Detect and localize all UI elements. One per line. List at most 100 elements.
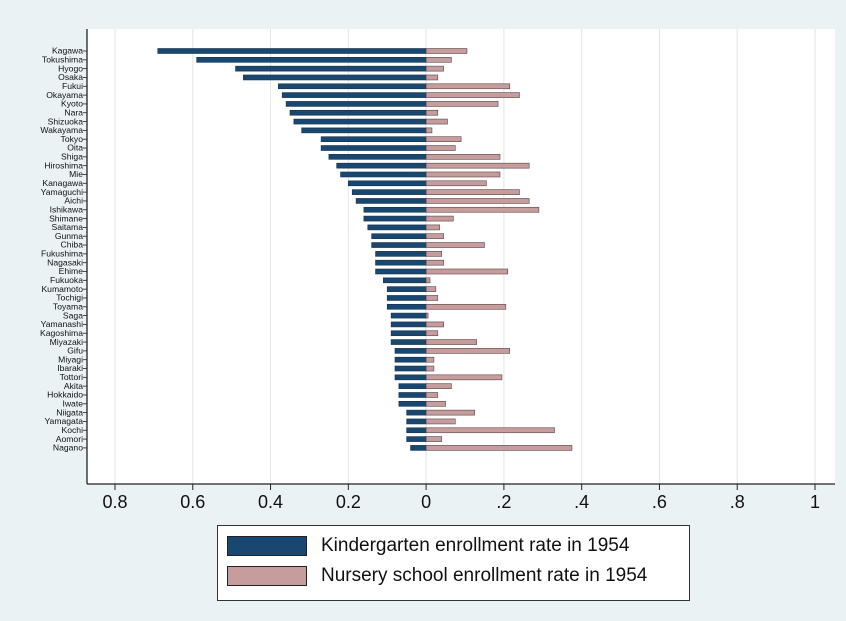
legend-label-nursery: Nursery school enrollment rate in 1954 <box>321 565 648 586</box>
category-label: Saitama <box>51 222 83 232</box>
bar-kindergarten <box>394 365 427 372</box>
bar-nursery <box>425 242 485 248</box>
category-label: Nagano <box>53 443 83 453</box>
bar-nursery <box>425 330 439 337</box>
bar-kindergarten <box>285 101 427 107</box>
bar-kindergarten <box>406 427 427 434</box>
category-label: Fukushima <box>41 249 83 259</box>
category-label: Okayama <box>46 90 83 100</box>
bar-nursery <box>425 180 487 187</box>
category-label: Ishikawa <box>50 204 84 214</box>
bar-nursery <box>425 259 444 266</box>
bar-kindergarten <box>340 171 427 178</box>
bar-nursery <box>425 154 501 160</box>
bar-kindergarten <box>157 48 427 54</box>
category-label: Akita <box>64 381 83 391</box>
bar-kindergarten <box>383 277 427 284</box>
category-label: Aichi <box>64 196 83 206</box>
category-label: Tottori <box>60 372 83 382</box>
category-label: Fukuoka <box>50 275 83 285</box>
bar-kindergarten <box>371 242 427 248</box>
bar-kindergarten <box>394 374 427 381</box>
bar-nursery <box>425 286 437 292</box>
x-tick-label: 0.4 <box>258 492 283 512</box>
category-label: Wakayama <box>40 125 83 135</box>
bar-nursery <box>425 206 540 213</box>
bar-kindergarten <box>320 136 427 142</box>
bar-nursery <box>425 74 439 81</box>
x-tick-label: 0.2 <box>336 492 361 512</box>
bar-kindergarten <box>410 445 427 451</box>
bar-nursery <box>425 127 433 134</box>
bar-nursery <box>425 427 555 434</box>
grid-lines <box>86 29 816 484</box>
bar-kindergarten <box>390 339 427 345</box>
category-labels: KagawaTokushimaHyogoOsakaFukuiOkayamaKyo… <box>40 46 87 453</box>
bar-kindergarten <box>278 83 427 90</box>
category-label: Miyagi <box>58 354 83 364</box>
bar-nursery <box>425 65 444 72</box>
bar-kindergarten <box>375 251 427 257</box>
bar-nursery <box>425 92 520 98</box>
bar-kindergarten <box>375 259 427 266</box>
x-axis: 0.8 0.6 0.4 0.2 0.2.4.6.8 1 <box>87 483 835 512</box>
bar-nursery <box>425 101 499 107</box>
x-tick-label: 0.8 <box>102 492 127 512</box>
bar-kindergarten <box>363 206 427 213</box>
bar-kindergarten <box>196 57 427 63</box>
bar-kindergarten <box>394 356 427 363</box>
category-label: Kagoshima <box>40 328 83 338</box>
legend-item-nursery: Nursery school enrollment rate in 1954 <box>227 564 647 588</box>
bar-kindergarten <box>301 127 427 134</box>
bar-nursery <box>425 233 444 240</box>
category-label: Fukui <box>62 81 83 91</box>
bar-kindergarten <box>293 118 427 125</box>
bar-nursery <box>425 198 530 204</box>
category-label: Kanagawa <box>42 178 83 188</box>
bar-nursery <box>425 48 468 54</box>
bar-nursery <box>425 83 511 90</box>
bar-kindergarten <box>398 383 427 389</box>
bar-nursery <box>425 171 501 178</box>
category-label: Hokkaido <box>47 390 83 400</box>
bar-nursery <box>425 321 444 328</box>
category-label: Kumamoto <box>41 284 83 294</box>
bar-nursery <box>425 418 456 425</box>
x-tick-label: 0 <box>421 492 431 512</box>
bar-nursery <box>425 339 477 345</box>
bar-kindergarten <box>386 303 427 310</box>
bar-nursery <box>425 109 439 116</box>
x-tick-label: 0.6 <box>180 492 205 512</box>
category-label: Shizuoka <box>48 116 84 126</box>
bar-kindergarten <box>390 312 427 319</box>
category-label: Chiba <box>61 240 84 250</box>
category-label: Ehime <box>59 266 84 276</box>
bar-nursery <box>425 445 573 451</box>
category-label: Yamanashi <box>41 319 83 329</box>
bar-nursery <box>425 383 452 389</box>
bar-kindergarten <box>406 436 427 442</box>
category-label: Osaka <box>58 72 83 82</box>
category-label: Iwate <box>62 399 83 409</box>
bar-nursery <box>425 303 507 310</box>
category-label: Nara <box>64 107 83 117</box>
bar-kindergarten <box>406 409 427 416</box>
bar-kindergarten <box>398 392 427 398</box>
bar-nursery <box>425 189 520 195</box>
bar-nursery <box>425 277 431 284</box>
bar-kindergarten <box>243 74 427 81</box>
category-label: Nagasaki <box>47 257 83 267</box>
x-tick-label: .6 <box>652 492 667 512</box>
category-label: Yamagata <box>44 416 83 426</box>
legend-swatch-kindergarten <box>227 536 307 556</box>
category-label: Tokushima <box>42 55 83 65</box>
x-tick-label: .8 <box>730 492 745 512</box>
category-label: Niigata <box>56 407 83 417</box>
legend-item-kindergarten: Kindergarten enrollment rate in 1954 <box>227 534 629 558</box>
bar-kindergarten <box>371 233 427 240</box>
bar-kindergarten <box>398 400 427 407</box>
bar-kindergarten <box>386 295 427 301</box>
bar-kindergarten <box>363 215 427 222</box>
bar-nursery <box>425 162 530 169</box>
